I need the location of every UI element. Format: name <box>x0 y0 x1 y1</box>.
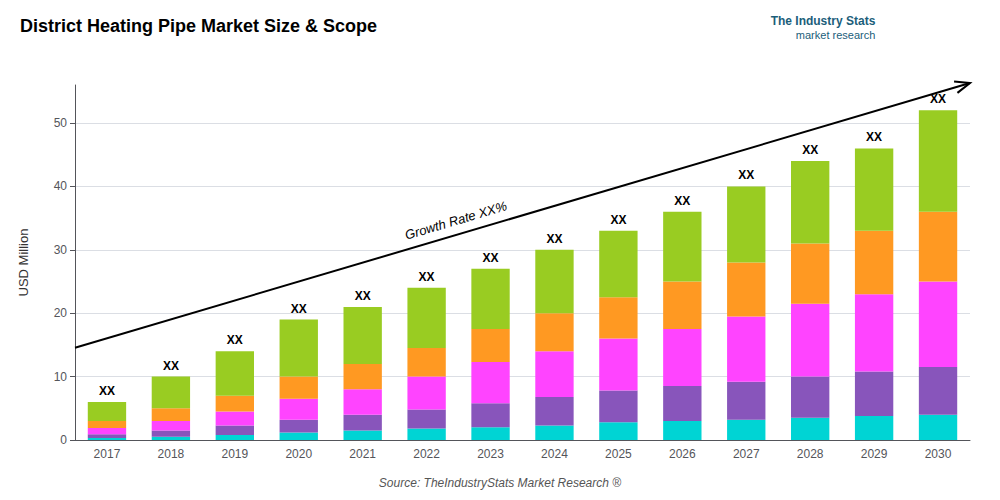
svg-text:XX: XX <box>802 143 818 157</box>
svg-text:District Heating Pipe Market S: District Heating Pipe Market Size & Scop… <box>20 16 377 36</box>
svg-text:2017: 2017 <box>94 447 121 461</box>
svg-text:Growth Rate XX%: Growth Rate XX% <box>403 198 508 242</box>
svg-text:30: 30 <box>54 243 68 257</box>
svg-text:XX: XX <box>674 194 690 208</box>
svg-text:10: 10 <box>54 370 68 384</box>
svg-text:XX: XX <box>419 270 435 284</box>
svg-text:XX: XX <box>546 232 562 246</box>
svg-text:2030: 2030 <box>925 447 952 461</box>
svg-text:50: 50 <box>54 116 68 130</box>
svg-text:market research: market research <box>796 29 875 41</box>
svg-text:XX: XX <box>99 384 115 398</box>
svg-text:XX: XX <box>610 213 626 227</box>
svg-text:2018: 2018 <box>158 447 185 461</box>
svg-text:XX: XX <box>163 359 179 373</box>
svg-text:2024: 2024 <box>541 447 568 461</box>
svg-text:2019: 2019 <box>221 447 248 461</box>
svg-text:XX: XX <box>930 92 946 107</box>
svg-text:2021: 2021 <box>349 447 376 461</box>
svg-text:XX: XX <box>291 302 307 316</box>
svg-text:XX: XX <box>866 130 882 144</box>
svg-text:2026: 2026 <box>669 447 696 461</box>
svg-text:XX: XX <box>738 168 754 182</box>
svg-text:2028: 2028 <box>797 447 824 461</box>
svg-text:XX: XX <box>483 251 499 265</box>
svg-text:2027: 2027 <box>733 447 760 461</box>
svg-text:40: 40 <box>54 179 68 193</box>
svg-text:XX: XX <box>227 333 243 347</box>
svg-text:20: 20 <box>54 306 68 320</box>
svg-text:2025: 2025 <box>605 447 632 461</box>
svg-text:2023: 2023 <box>477 447 504 461</box>
svg-text:USD Million: USD Million <box>16 229 31 297</box>
svg-text:The Industry Stats: The Industry Stats <box>771 14 876 28</box>
svg-text:Source: TheIndustryStats Marke: Source: TheIndustryStats Market Research… <box>379 476 621 490</box>
svg-text:XX: XX <box>355 289 371 303</box>
svg-text:2022: 2022 <box>413 447 440 461</box>
svg-text:2029: 2029 <box>861 447 888 461</box>
svg-text:2020: 2020 <box>285 447 312 461</box>
svg-text:0: 0 <box>60 433 67 447</box>
